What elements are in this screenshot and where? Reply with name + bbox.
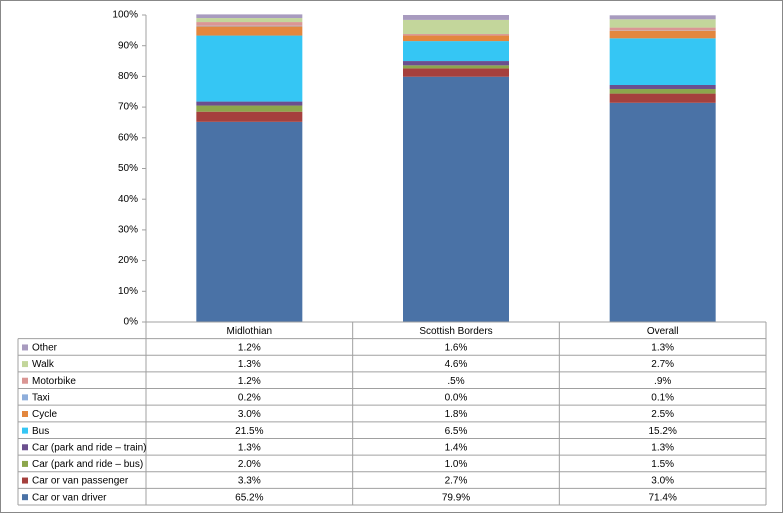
y-tick-label: 10% — [118, 286, 138, 297]
bar-segment — [610, 19, 716, 27]
y-tick-label: 80% — [118, 71, 138, 82]
bar-segment — [196, 112, 302, 122]
bar-segment — [196, 106, 302, 112]
legend-label: Car (park and ride – train) — [32, 442, 147, 453]
data-label: 2.5% — [651, 409, 674, 420]
bar-segment — [610, 15, 716, 19]
data-label: 0.1% — [651, 393, 674, 404]
bar-segment — [196, 18, 302, 22]
y-tick-label: 50% — [118, 163, 138, 174]
data-label: 1.2% — [238, 376, 261, 387]
data-label: 1.3% — [238, 442, 261, 453]
data-label: .5% — [447, 376, 464, 387]
data-label: 2.0% — [238, 459, 261, 470]
data-label: 1.8% — [445, 409, 468, 420]
legend-label: Car or van passenger — [32, 476, 129, 487]
bar-segment — [403, 68, 509, 76]
data-label: 3.0% — [238, 409, 261, 420]
bar-segment — [196, 102, 302, 106]
bar-segment — [196, 122, 302, 322]
data-label: 4.6% — [445, 359, 468, 370]
bar-segment — [610, 89, 716, 94]
data-label: 1.3% — [651, 343, 674, 354]
data-label: 0.0% — [445, 393, 468, 404]
data-label: 0.2% — [238, 393, 261, 404]
data-label: 1.3% — [651, 442, 674, 453]
data-label: 6.5% — [445, 426, 468, 437]
bar-segment — [196, 26, 302, 27]
data-label: 65.2% — [235, 492, 263, 503]
bar-segment — [610, 94, 716, 103]
y-tick-label: 0% — [124, 317, 139, 328]
legend-label: Taxi — [32, 393, 50, 404]
legend-swatch — [22, 494, 28, 500]
bar-segment — [610, 31, 716, 39]
legend-swatch — [22, 444, 28, 450]
y-tick-label: 60% — [118, 132, 138, 143]
data-label: 71.4% — [648, 492, 676, 503]
data-label: 3.0% — [651, 476, 674, 487]
legend-label: Car (park and ride – bus) — [32, 459, 143, 470]
bar-segment — [196, 22, 302, 26]
legend-swatch — [22, 461, 28, 467]
data-label: 15.2% — [648, 426, 676, 437]
bar-segment — [403, 15, 509, 20]
bar-segment — [610, 103, 716, 322]
data-label: 1.3% — [238, 359, 261, 370]
legend-swatch — [22, 361, 28, 367]
bar-segment — [403, 20, 509, 34]
bar-segment — [610, 28, 716, 31]
legend-swatch — [22, 478, 28, 484]
bar-segment — [403, 36, 509, 42]
data-label: 1.4% — [445, 442, 468, 453]
legend-swatch — [22, 344, 28, 350]
y-tick-label: 90% — [118, 40, 138, 51]
bar-segment — [196, 26, 302, 35]
bar-segment — [403, 77, 509, 322]
y-tick-label: 100% — [112, 10, 138, 21]
bar-segment — [610, 85, 716, 89]
legend-swatch — [22, 394, 28, 400]
legend-swatch — [22, 411, 28, 417]
data-label: 2.7% — [651, 359, 674, 370]
y-tick-label: 40% — [118, 194, 138, 205]
legend-label: Car or van driver — [32, 492, 107, 503]
y-tick-label: 70% — [118, 102, 138, 113]
data-label: 1.5% — [651, 459, 674, 470]
data-label: 21.5% — [235, 426, 263, 437]
data-label: 1.6% — [445, 343, 468, 354]
legend-label: Other — [32, 343, 58, 354]
legend-swatch — [22, 428, 28, 434]
data-label: 1.0% — [445, 459, 468, 470]
y-tick-label: 30% — [118, 225, 138, 236]
x-tick-label: Overall — [647, 326, 679, 337]
legend-swatch — [22, 378, 28, 384]
legend-label: Motorbike — [32, 376, 76, 387]
bar-segment — [403, 65, 509, 68]
data-label: 2.7% — [445, 476, 468, 487]
data-label: 1.2% — [238, 343, 261, 354]
legend-label: Cycle — [32, 409, 57, 420]
x-tick-label: Midlothian — [227, 326, 273, 337]
bar-segment — [196, 14, 302, 18]
bar-segment — [610, 38, 716, 85]
data-label: 3.3% — [238, 476, 261, 487]
data-label: .9% — [654, 376, 671, 387]
legend-label: Bus — [32, 426, 49, 437]
y-tick-label: 20% — [118, 255, 138, 266]
bar-segment — [403, 34, 509, 36]
x-tick-label: Scottish Borders — [419, 326, 492, 337]
data-label: 79.9% — [442, 492, 470, 503]
bar-segment — [196, 36, 302, 102]
bar-segment — [403, 41, 509, 61]
bar-segment — [403, 61, 509, 65]
legend-label: Walk — [32, 359, 55, 370]
